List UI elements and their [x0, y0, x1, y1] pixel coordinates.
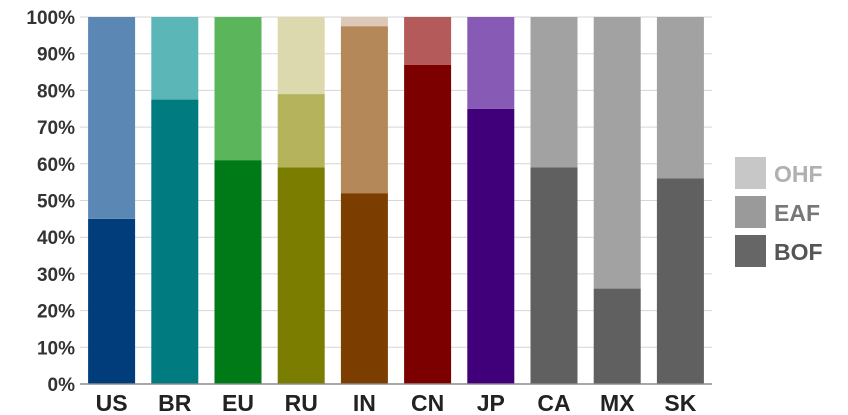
- x-axis: US BR EU RU IN CN JP CA MX SK: [96, 390, 697, 415]
- bar-segment-us-bof: [88, 218, 136, 384]
- x-tick-label: MX: [600, 390, 635, 415]
- legend-swatch-eaf: [735, 196, 766, 228]
- bar-segment-ru-bof: [277, 167, 325, 384]
- y-tick-label: 10%: [37, 338, 75, 359]
- x-tick-label: BR: [158, 390, 192, 415]
- y-tick-label: 50%: [37, 192, 75, 213]
- legend-label-eaf: EAF: [774, 200, 820, 226]
- bar-segment-eu-eaf: [214, 17, 262, 161]
- bars: [88, 17, 704, 385]
- bar-segment-in-ohf: [340, 17, 388, 27]
- y-tick-label: 20%: [37, 302, 75, 323]
- y-tick-label: 60%: [37, 155, 75, 176]
- bar-segment-jp-eaf: [467, 17, 515, 109]
- legend-label-bof: BOF: [774, 239, 823, 265]
- x-tick-label: US: [96, 390, 128, 415]
- bar-segment-ru-ohf: [277, 17, 325, 95]
- bar-segment-in-bof: [340, 193, 388, 384]
- legend-label-ohf: OHF: [774, 161, 823, 187]
- y-tick-label: 30%: [37, 265, 75, 286]
- y-tick-label: 80%: [37, 81, 75, 102]
- bar-segment-ca-eaf: [530, 17, 578, 168]
- bar-segment-br-eaf: [151, 17, 199, 100]
- legend-swatch-bof: [735, 235, 766, 267]
- x-tick-label: JP: [477, 390, 505, 415]
- bar-segment-jp-bof: [467, 108, 515, 384]
- y-tick-label: 40%: [37, 228, 75, 249]
- x-tick-label: IN: [353, 390, 376, 415]
- y-tick-label: 100%: [26, 8, 75, 29]
- y-tick-label: 70%: [37, 118, 75, 139]
- bar-segment-mx-bof: [593, 288, 641, 384]
- legend: OHF EAF BOF: [735, 157, 823, 267]
- legend-swatch-ohf: [735, 157, 766, 189]
- y-tick-label: 90%: [37, 45, 75, 66]
- y-axis: 0% 10% 20% 30% 40% 50% 60% 70% 80% 90% 100%: [26, 8, 75, 396]
- bar-segment-eu-bof: [214, 160, 262, 384]
- bar-segment-sk-eaf: [656, 17, 704, 179]
- bar-segment-in-eaf: [340, 26, 388, 194]
- bar-segment-ru-eaf: [277, 94, 325, 168]
- bar-segment-us-eaf: [88, 17, 136, 219]
- x-tick-label: CN: [411, 390, 444, 415]
- x-tick-label: RU: [285, 390, 318, 415]
- x-tick-label: CA: [537, 390, 570, 415]
- bar-segment-cn-eaf: [404, 17, 452, 65]
- bar-segment-cn-bof: [404, 64, 452, 385]
- bar-segment-br-bof: [151, 99, 199, 384]
- x-tick-label: EU: [222, 390, 254, 415]
- bar-segment-ca-bof: [530, 167, 578, 384]
- x-tick-label: SK: [664, 390, 696, 415]
- y-tick-label: 0%: [48, 375, 76, 396]
- bar-segment-sk-bof: [656, 178, 704, 384]
- bar-segment-mx-eaf: [593, 17, 641, 289]
